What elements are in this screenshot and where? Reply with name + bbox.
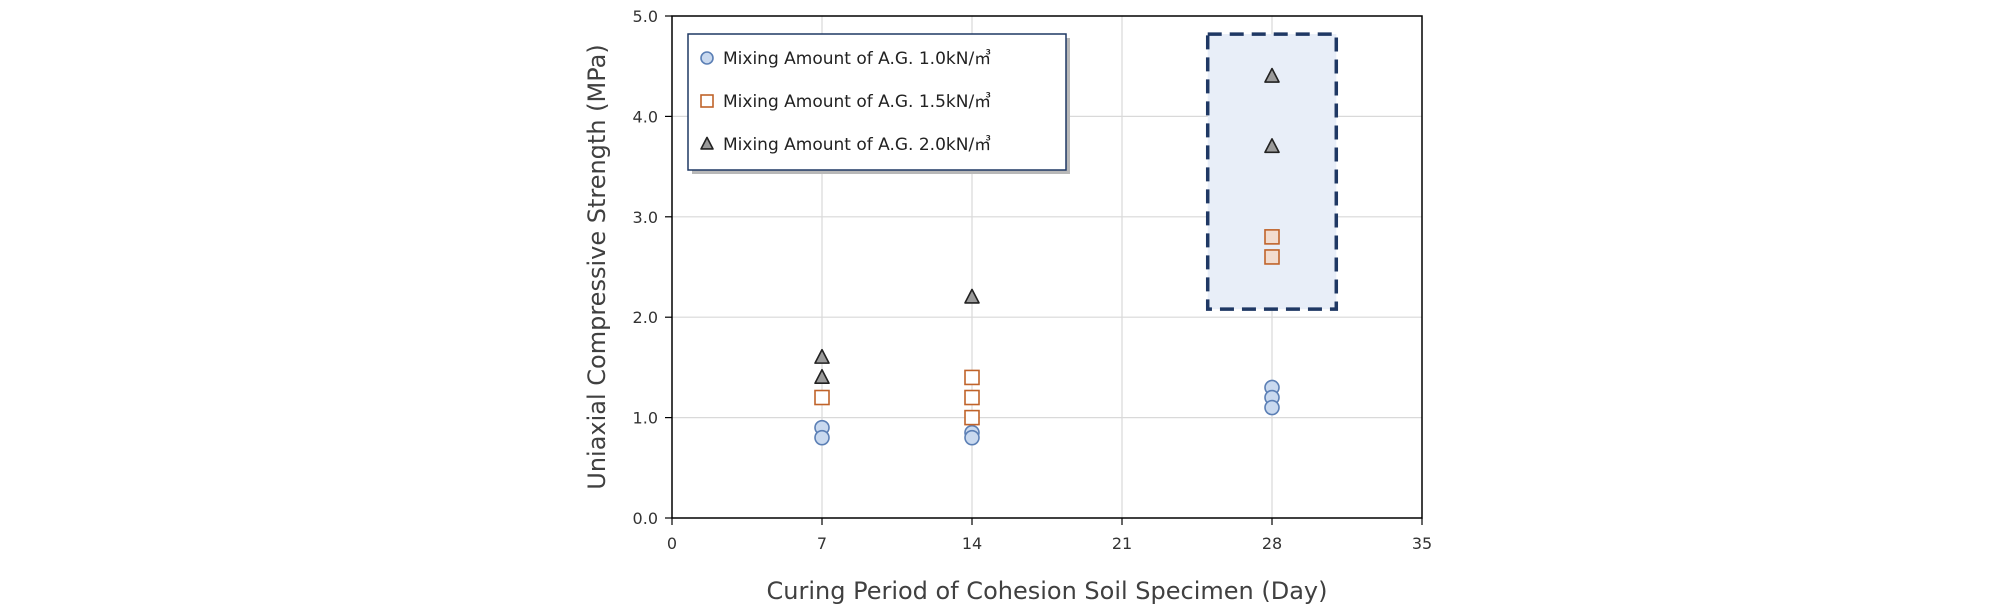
legend-items xyxy=(700,51,714,150)
point-series-2 xyxy=(964,409,980,426)
point-series-3 xyxy=(814,368,830,385)
legend: Mixing Amount of A.G. 1.0kN/㎥ Mixing Amo… xyxy=(687,33,1070,174)
point-series-1 xyxy=(964,429,980,446)
legend-label-series-2: Mixing Amount of A.G. 1.5kN/㎥ xyxy=(723,92,991,112)
point-series-3 xyxy=(814,348,830,364)
x-axis-title: Curing Period of Cohesion Soil Specimen … xyxy=(767,577,1328,605)
legend-marker-series-3 xyxy=(700,136,714,150)
point-series-2 xyxy=(964,369,980,386)
x-tick-label: 7 xyxy=(817,534,827,553)
point-series-1 xyxy=(1264,399,1280,416)
y-tick-label: 2.0 xyxy=(633,308,658,327)
x-tick-label: 35 xyxy=(1412,534,1432,553)
y-tick-label: 0.0 xyxy=(633,509,658,528)
x-tick-label: 0 xyxy=(667,534,677,553)
tick-labels: 0 7 14 21 28 35 0.0 1.0 2.0 3.0 4.0 5.0 xyxy=(633,7,1433,553)
plot-frame xyxy=(671,15,1423,519)
legend-label-series-3: Mixing Amount of A.G. 2.0kN/㎥ xyxy=(723,135,991,155)
point-series-2 xyxy=(964,389,980,406)
point-series-3 xyxy=(964,288,980,304)
point-series-3 xyxy=(1264,67,1280,83)
x-tick-label: 14 xyxy=(962,534,982,553)
x-tick-label: 28 xyxy=(1262,534,1282,553)
legend-box xyxy=(687,33,1067,171)
point-series-3 xyxy=(1264,138,1280,154)
point-series-2 xyxy=(1264,229,1280,245)
axis-ticks xyxy=(665,15,1423,525)
legend-marker-series-2 xyxy=(700,94,714,108)
y-axis-title: Uniaxial Compressive Strength (MPa) xyxy=(583,44,611,489)
point-series-2 xyxy=(814,389,830,406)
y-tick-label: 1.0 xyxy=(633,409,658,428)
x-tick-label: 21 xyxy=(1112,534,1132,553)
point-series-2 xyxy=(1264,249,1280,265)
data-points xyxy=(814,67,1280,446)
y-tick-label: 5.0 xyxy=(633,7,658,26)
legend-label-series-1: Mixing Amount of A.G. 1.0kN/㎥ xyxy=(723,49,991,69)
point-series-1 xyxy=(814,429,830,446)
y-tick-label: 3.0 xyxy=(633,208,658,227)
y-tick-label: 4.0 xyxy=(633,107,658,126)
legend-marker-series-1 xyxy=(700,51,714,65)
